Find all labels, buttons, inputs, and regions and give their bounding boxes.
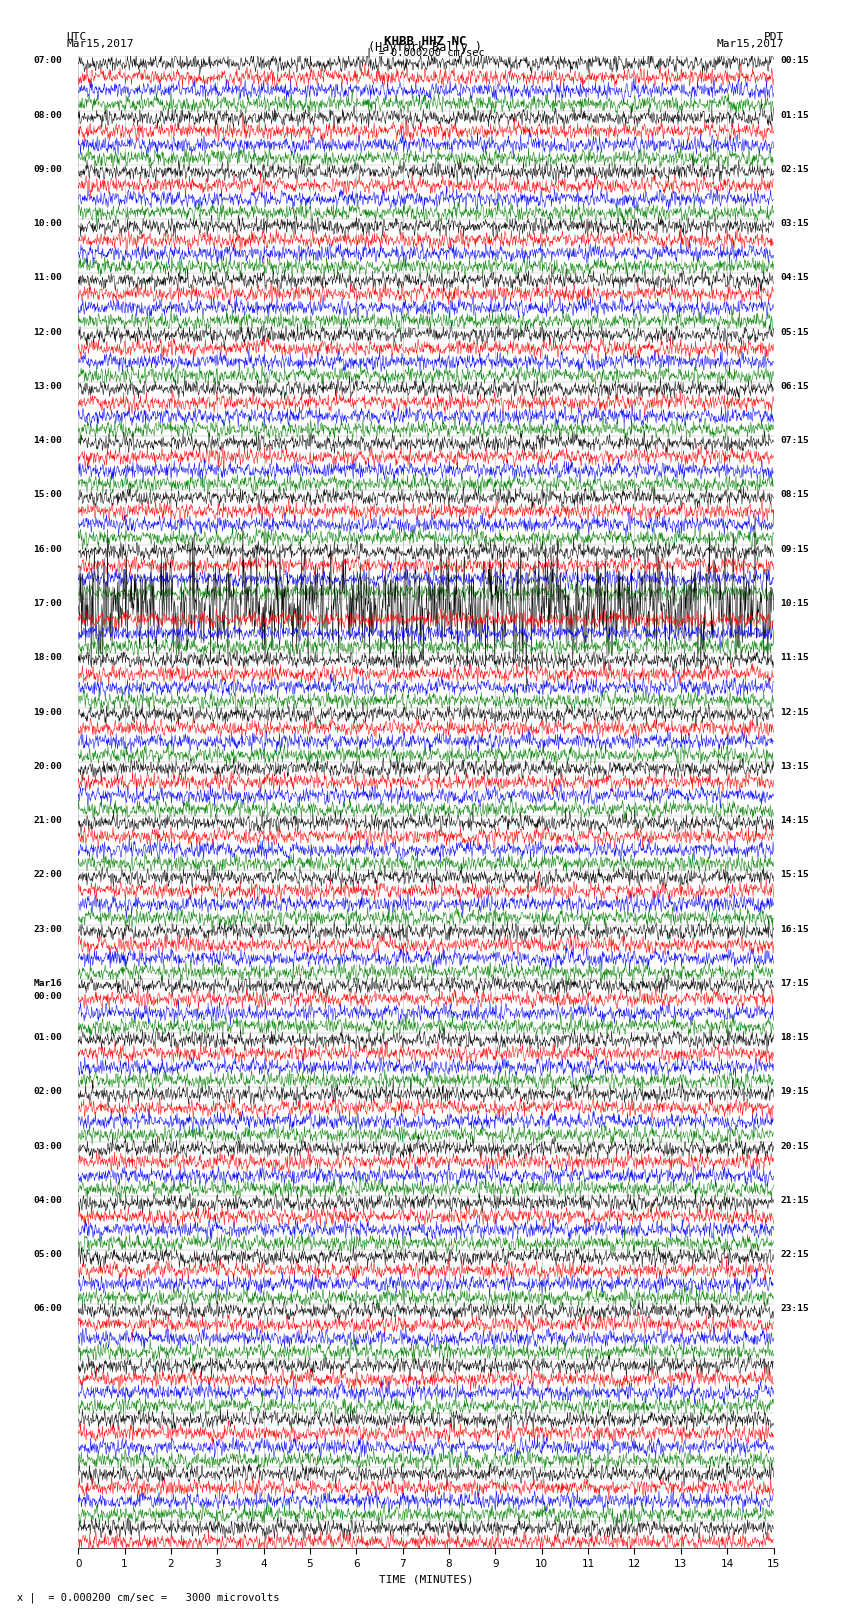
Text: 17:15: 17:15 <box>780 979 809 987</box>
Text: 03:15: 03:15 <box>780 219 809 227</box>
X-axis label: TIME (MINUTES): TIME (MINUTES) <box>378 1574 473 1584</box>
Text: 14:15: 14:15 <box>780 816 809 824</box>
Text: 04:00: 04:00 <box>33 1195 62 1205</box>
Text: 16:15: 16:15 <box>780 924 809 934</box>
Text: 19:00: 19:00 <box>33 708 62 716</box>
Text: 04:15: 04:15 <box>780 274 809 282</box>
Text: 10:00: 10:00 <box>33 219 62 227</box>
Text: 21:15: 21:15 <box>780 1195 809 1205</box>
Text: 12:00: 12:00 <box>33 327 62 337</box>
Text: 18:15: 18:15 <box>780 1032 809 1042</box>
Text: 00:15: 00:15 <box>780 56 809 66</box>
Text: 05:00: 05:00 <box>33 1250 62 1260</box>
Text: PDT: PDT <box>763 32 784 42</box>
Text: Mar15,2017: Mar15,2017 <box>66 39 133 48</box>
Text: 15:00: 15:00 <box>33 490 62 500</box>
Text: 21:00: 21:00 <box>33 816 62 824</box>
Text: 08:00: 08:00 <box>33 111 62 119</box>
Text: 13:15: 13:15 <box>780 761 809 771</box>
Text: 09:00: 09:00 <box>33 165 62 174</box>
Text: 05:15: 05:15 <box>780 327 809 337</box>
Text: 16:00: 16:00 <box>33 545 62 553</box>
Text: Mar16: Mar16 <box>33 979 62 987</box>
Text: 09:15: 09:15 <box>780 545 809 553</box>
Text: 19:15: 19:15 <box>780 1087 809 1097</box>
Text: 11:15: 11:15 <box>780 653 809 663</box>
Text: KHBB HHZ NC: KHBB HHZ NC <box>383 35 467 48</box>
Text: 22:15: 22:15 <box>780 1250 809 1260</box>
Text: 13:00: 13:00 <box>33 382 62 390</box>
Text: 08:15: 08:15 <box>780 490 809 500</box>
Text: 20:00: 20:00 <box>33 761 62 771</box>
Text: 22:00: 22:00 <box>33 871 62 879</box>
Text: 06:15: 06:15 <box>780 382 809 390</box>
Text: 11:00: 11:00 <box>33 274 62 282</box>
Text: 06:00: 06:00 <box>33 1305 62 1313</box>
Text: 23:15: 23:15 <box>780 1305 809 1313</box>
Text: 02:00: 02:00 <box>33 1087 62 1097</box>
Text: x |  = 0.000200 cm/sec =   3000 microvolts: x | = 0.000200 cm/sec = 3000 microvolts <box>17 1592 280 1603</box>
Text: 07:15: 07:15 <box>780 436 809 445</box>
Text: 07:00: 07:00 <box>33 56 62 66</box>
Text: 23:00: 23:00 <box>33 924 62 934</box>
Text: 14:00: 14:00 <box>33 436 62 445</box>
Text: 17:00: 17:00 <box>33 598 62 608</box>
Text: (Hayfork Bally ): (Hayfork Bally ) <box>368 40 482 55</box>
Text: 15:15: 15:15 <box>780 871 809 879</box>
Text: 00:00: 00:00 <box>33 992 62 1002</box>
Text: 02:15: 02:15 <box>780 165 809 174</box>
Text: 20:15: 20:15 <box>780 1142 809 1150</box>
Text: | = 0.000200 cm/sec: | = 0.000200 cm/sec <box>366 47 484 58</box>
Text: 12:15: 12:15 <box>780 708 809 716</box>
Text: Mar15,2017: Mar15,2017 <box>717 39 784 48</box>
Text: 18:00: 18:00 <box>33 653 62 663</box>
Text: 01:00: 01:00 <box>33 1032 62 1042</box>
Text: 01:15: 01:15 <box>780 111 809 119</box>
Text: 10:15: 10:15 <box>780 598 809 608</box>
Text: 03:00: 03:00 <box>33 1142 62 1150</box>
Text: UTC: UTC <box>66 32 87 42</box>
